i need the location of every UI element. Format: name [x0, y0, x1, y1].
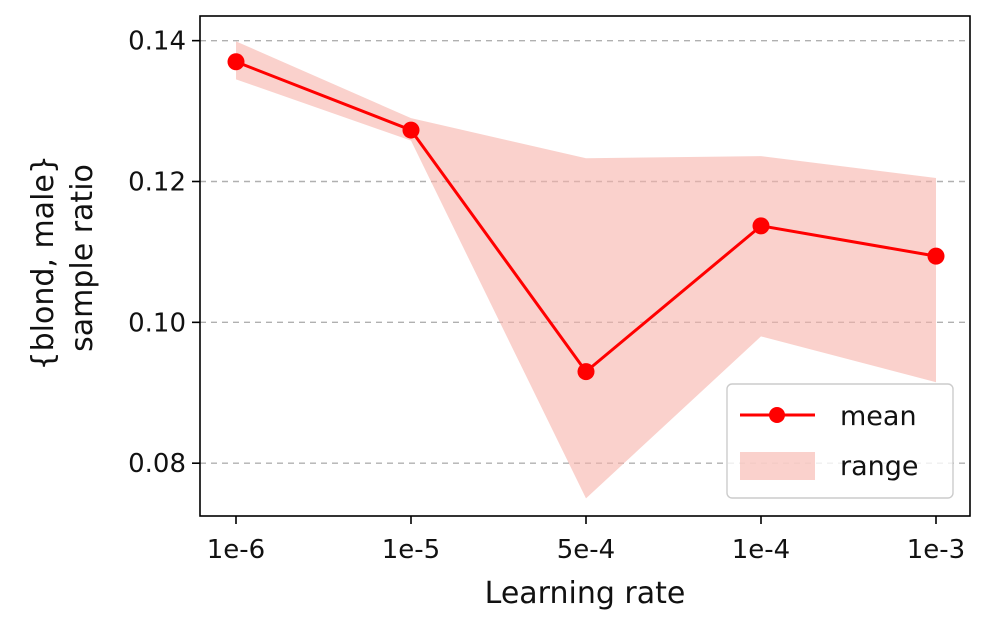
legend-mean-marker [769, 407, 785, 423]
legend-range-label: range [840, 451, 919, 482]
mean-point-1 [402, 121, 420, 139]
x-tick-label-0: 1e-6 [207, 535, 265, 565]
y-axis-label-line-2: sample ratio [65, 164, 100, 352]
y-tick-label-0: 0.08 [128, 449, 186, 479]
mean-point-0 [227, 53, 245, 71]
mean-point-3 [752, 217, 770, 235]
range-band [236, 41, 936, 499]
range-band-layer [236, 41, 936, 499]
x-axis-label: Learning rate [485, 576, 686, 611]
x-axis-ticks: 1e-6 1e-5 5e-4 1e-4 1e-3 [207, 516, 965, 565]
y-tick-label-3: 0.14 [128, 27, 186, 57]
plot-area-frame [199, 15, 971, 517]
y-tick-label-1: 0.10 [128, 308, 186, 338]
legend-mean-label: mean [840, 401, 917, 432]
mean-points-layer [227, 53, 945, 381]
y-axis-label: {blond, male} sample ratio [26, 146, 100, 371]
legend-range-swatch [740, 452, 815, 480]
x-tick-label-4: 1e-3 [907, 535, 965, 565]
y-axis-ticks: 0.08 0.10 0.12 0.14 [128, 27, 200, 479]
mean-point-2 [577, 363, 595, 381]
x-tick-label-1: 1e-5 [382, 535, 440, 565]
x-tick-label-3: 1e-4 [732, 535, 790, 565]
mean-point-4 [927, 247, 945, 265]
y-axis-label-line-1: {blond, male} [26, 155, 61, 370]
y-tick-label-2: 0.12 [128, 167, 186, 197]
legend: mean range [726, 383, 954, 499]
x-tick-label-2: 5e-4 [557, 535, 615, 565]
